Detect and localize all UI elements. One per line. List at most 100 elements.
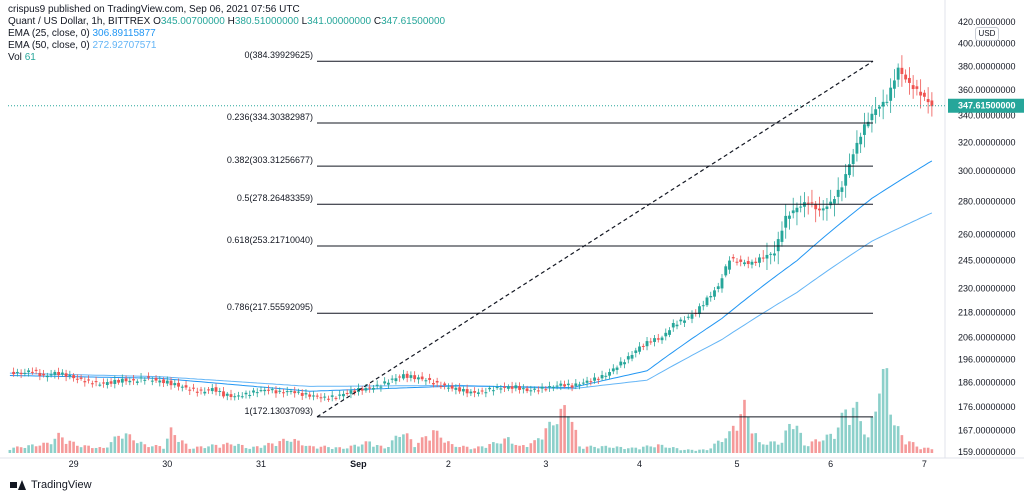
- volume-bar: [656, 444, 660, 453]
- candle-body: [754, 261, 758, 263]
- ema50-label: EMA (50, close, 0): [8, 40, 90, 51]
- candle-body: [124, 378, 128, 382]
- fib-level-label: 0.618(253.21710040): [227, 235, 313, 245]
- candle-body: [319, 397, 323, 399]
- candle-body: [469, 391, 473, 394]
- volume-bar: [270, 443, 274, 453]
- volume-bar: [372, 446, 375, 453]
- candle-body: [225, 393, 229, 396]
- candle-body: [638, 346, 641, 352]
- candle-body: [372, 387, 375, 390]
- candle-body: [45, 375, 49, 378]
- x-tick-label: 29: [69, 459, 79, 469]
- volume-bar: [908, 441, 911, 453]
- volume-bar: [623, 449, 626, 453]
- volume-bar: [611, 447, 615, 453]
- candle-body: [664, 332, 668, 337]
- volume-bar: [368, 441, 371, 453]
- candle-body: [743, 262, 746, 265]
- candle-body: [304, 393, 308, 395]
- volume-bar: [16, 446, 19, 453]
- candle-body: [806, 202, 810, 204]
- x-tick-label: 31: [256, 459, 266, 469]
- vol-line[interactable]: Vol 61: [8, 52, 36, 64]
- volume-bar: [330, 449, 334, 453]
- volume-bar: [31, 444, 34, 453]
- volume-bar: [188, 448, 192, 453]
- volume-bar: [492, 442, 495, 453]
- ema25-value: 306.89115877: [92, 28, 156, 39]
- volume-bar: [338, 447, 342, 453]
- volume-bar: [499, 443, 503, 453]
- volume-bar: [469, 449, 473, 453]
- candle-body: [342, 393, 345, 397]
- volume-bar: [806, 446, 810, 453]
- candle-body: [649, 341, 653, 343]
- footer-brand[interactable]: TradingView: [10, 479, 92, 491]
- candle-body: [394, 378, 398, 382]
- ohlc-o-label: O: [153, 16, 161, 27]
- volume-bar: [866, 437, 870, 453]
- y-tick-label: 320.00000000: [958, 137, 1016, 147]
- candle-body: [709, 296, 713, 298]
- candle-body: [383, 381, 387, 384]
- volume-bar: [364, 441, 368, 453]
- volume-bar: [514, 444, 518, 453]
- x-tick-label: 2: [446, 459, 451, 469]
- fib-level-label: 0.786(217.55592095): [227, 302, 313, 312]
- ohlc-high: 380.51000000: [234, 16, 299, 27]
- volume-bar: [915, 446, 919, 453]
- volume-bar: [863, 434, 866, 453]
- candle-body: [439, 386, 443, 388]
- volume-bar: [495, 443, 499, 453]
- volume-bar: [195, 446, 199, 453]
- volume-bar: [68, 440, 72, 453]
- volume-bar: [926, 447, 930, 453]
- candle-body: [915, 86, 919, 89]
- candle-body: [686, 316, 690, 318]
- volume-bar: [510, 443, 514, 453]
- volume-bar: [709, 448, 713, 453]
- ohlc-c-label: C: [373, 16, 382, 27]
- candle-body: [540, 386, 544, 389]
- fib-trend-line[interactable]: [316, 60, 874, 418]
- ema25-line[interactable]: EMA (25, close, 0) 306.89115877: [8, 28, 156, 40]
- candle-body: [619, 361, 623, 366]
- candle-body: [233, 396, 237, 398]
- vol-value: 61: [24, 52, 36, 63]
- candle-body: [297, 391, 300, 393]
- currency-badge[interactable]: USD: [975, 27, 999, 41]
- candle-body: [611, 368, 615, 372]
- candle-body: [169, 380, 173, 386]
- volume-bar: [634, 447, 638, 453]
- candle-body: [641, 345, 645, 347]
- ema50-line[interactable]: EMA (50, close, 0) 272.92707571: [8, 40, 156, 52]
- candle-body: [851, 154, 855, 164]
- candle-body: [105, 382, 109, 386]
- volume-bar: [507, 437, 510, 453]
- candle-body: [551, 387, 555, 389]
- candle-body: [180, 386, 184, 388]
- volume-bar: [383, 448, 386, 453]
- candle-body: [544, 389, 548, 391]
- volume-bar: [679, 450, 683, 453]
- candle-body: [461, 388, 465, 392]
- y-tick-label: 380.00000000: [958, 61, 1016, 71]
- last-price-label: 347.61500000: [958, 101, 1016, 111]
- vol-label: Vol: [8, 52, 22, 63]
- volume-bar: [117, 435, 120, 453]
- volume-bar: [694, 450, 698, 453]
- candle-body: [360, 388, 364, 391]
- volume-bar: [360, 444, 364, 453]
- volume-bar: [184, 443, 188, 453]
- volume-bar: [8, 449, 12, 453]
- candle-body: [476, 392, 480, 394]
- candle-body: [12, 371, 16, 375]
- candle-body: [240, 396, 244, 398]
- volume-bar: [791, 429, 795, 453]
- volume-bar: [297, 440, 300, 453]
- volume-bar: [660, 444, 664, 453]
- candle-body: [683, 320, 686, 323]
- candle-body: [75, 378, 79, 380]
